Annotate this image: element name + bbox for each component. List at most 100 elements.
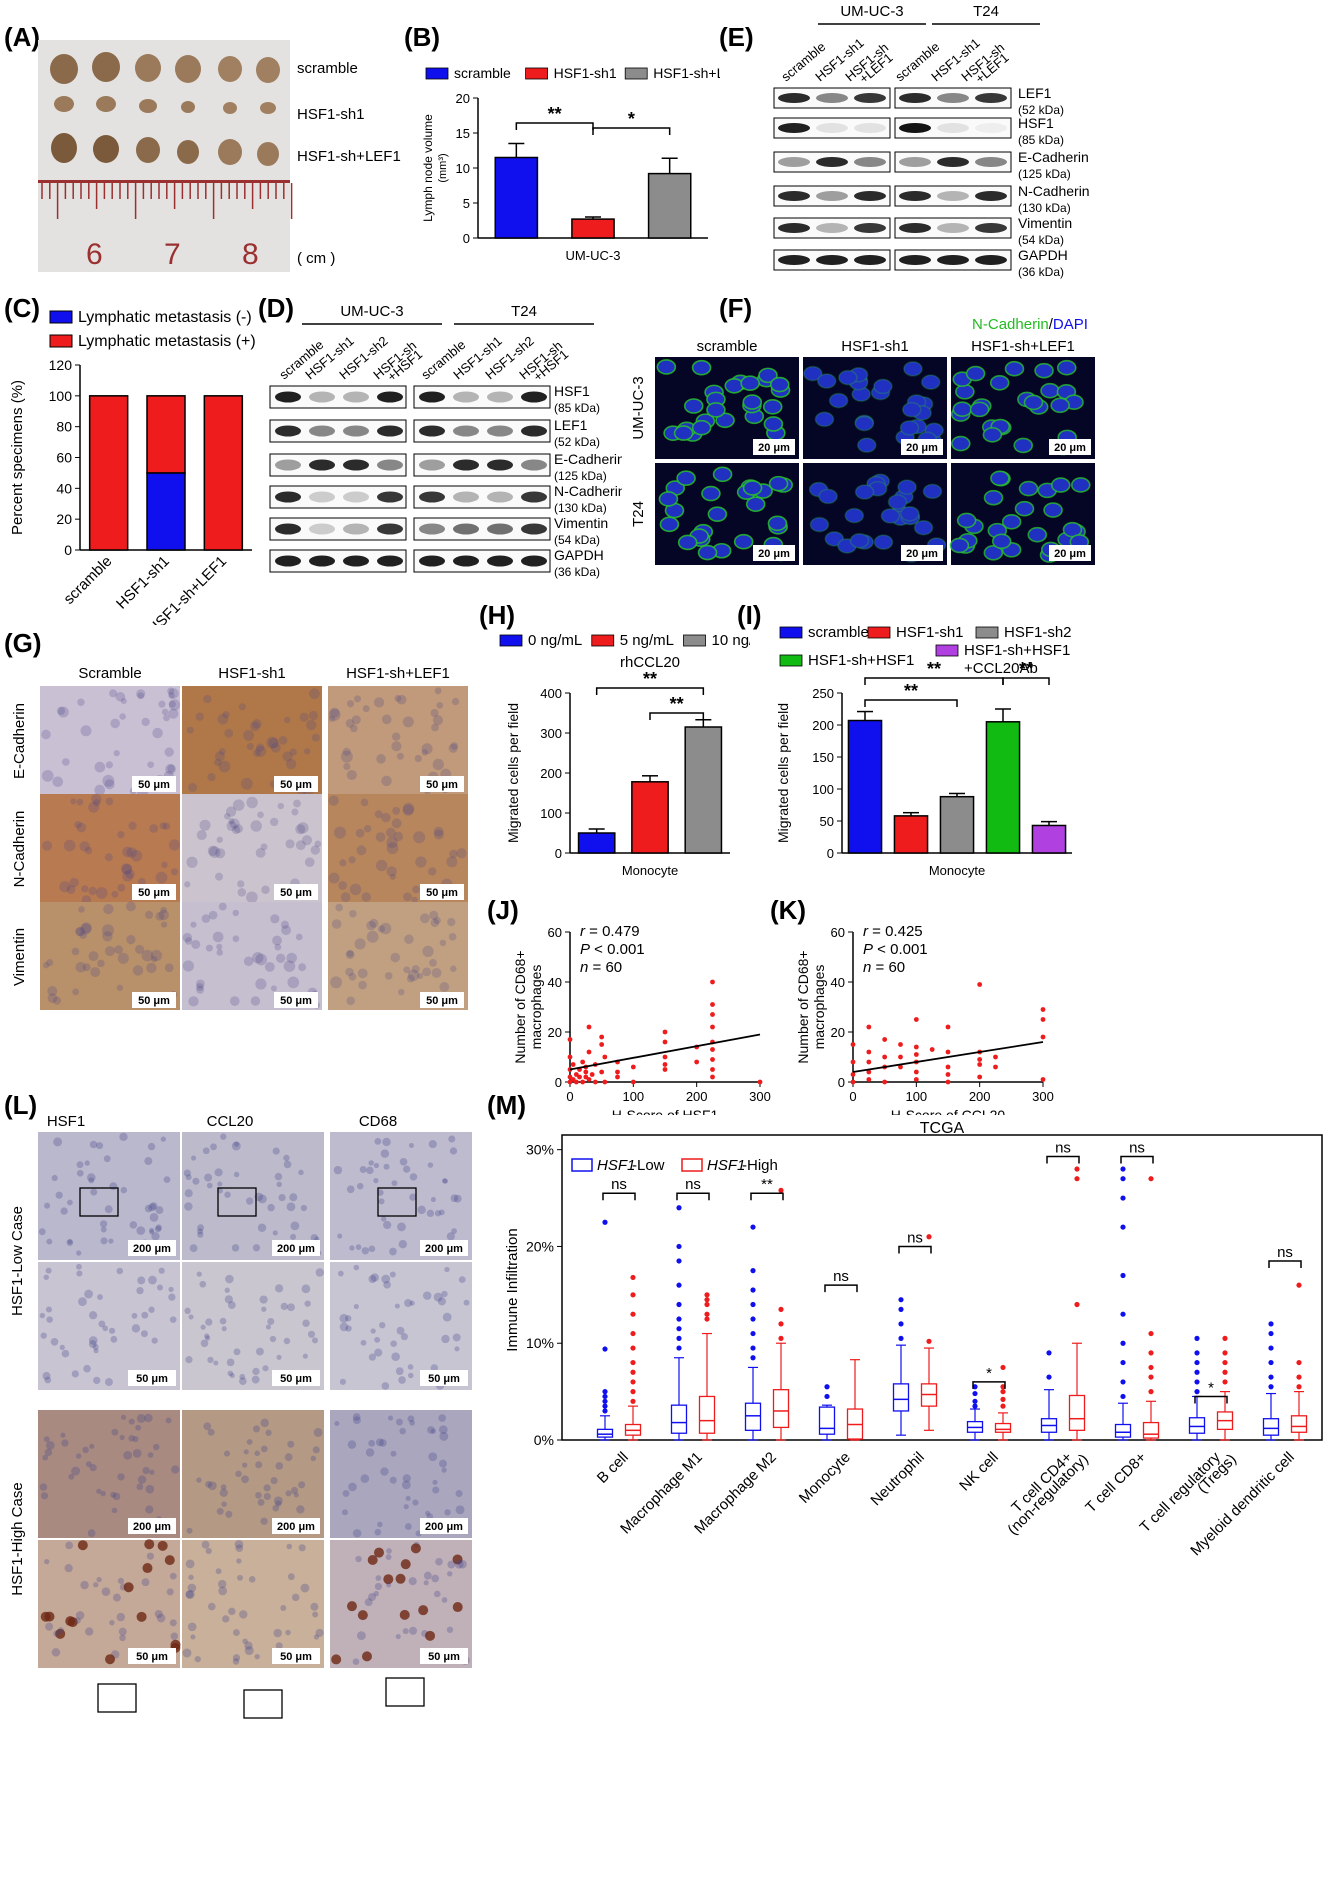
- ihc-image: [182, 1132, 324, 1260]
- x-tick-label: HSF1-sh1: [113, 553, 173, 613]
- bar-1: [847, 719, 883, 854]
- blot-band: [453, 555, 479, 567]
- cell-nucleus: [658, 491, 679, 507]
- ihc-cell: [287, 1573, 295, 1581]
- ihc-cell: [441, 1334, 450, 1344]
- ihc-cell: [232, 1629, 240, 1637]
- band-mw: (85 kDa): [554, 401, 600, 415]
- outlier-point: [1296, 1374, 1302, 1380]
- ihc-cell: [246, 742, 254, 751]
- ihc-cell: [381, 775, 392, 787]
- cell-nucleus: [901, 401, 922, 418]
- scale-bar-label: 20 μm: [758, 548, 790, 560]
- scatter-point: [589, 1072, 595, 1077]
- y-tick-label: 100: [49, 388, 73, 404]
- ihc-cell: [112, 1593, 121, 1602]
- ihc-cell: [210, 1143, 217, 1151]
- significance-label: **: [1019, 659, 1033, 679]
- scatter-point: [662, 1067, 668, 1072]
- ihc-cell: [246, 796, 258, 809]
- ihc-cell: [98, 1320, 106, 1328]
- ihc-cell: [188, 996, 199, 1007]
- panel-label-m: (M): [487, 1090, 526, 1120]
- scatter-point: [977, 982, 983, 987]
- ihc-cell: [145, 1505, 154, 1514]
- cell-nucleus: [1050, 477, 1071, 493]
- outlier-point: [676, 1258, 682, 1264]
- ihc-cell: [128, 821, 137, 830]
- outlier-point: [630, 1379, 636, 1385]
- ihc-cell: [425, 1510, 431, 1516]
- ihc-cell: [150, 949, 163, 962]
- ihc-cell: [78, 906, 85, 913]
- stat-text: P < 0.001: [580, 941, 645, 958]
- ihc-cell: [197, 1224, 205, 1232]
- ihc-cell: [345, 719, 355, 728]
- ihc-cell: [444, 1509, 451, 1516]
- ruler-number-8: 8: [242, 238, 259, 271]
- scale-bar-bg: [132, 992, 176, 1008]
- ihc-cell: [72, 988, 80, 996]
- ihc-cell: [82, 1446, 89, 1454]
- ihc-cell: [229, 818, 240, 829]
- ihc-cell: [141, 1578, 150, 1587]
- ihc-cell: [280, 920, 289, 929]
- column-label: HSF1-sh1: [218, 665, 286, 682]
- ihc-cell: [275, 953, 286, 964]
- cell-nucleus: [673, 425, 694, 441]
- ihc-cell: [67, 1199, 73, 1206]
- ihc-cell: [65, 1541, 73, 1550]
- blot-band: [778, 223, 810, 233]
- band-mw: (125 kDa): [1018, 167, 1071, 181]
- ihc-cell: [221, 1501, 227, 1507]
- ihc-cell: [376, 754, 386, 764]
- ihc-cell: [81, 885, 89, 893]
- scatter-point: [710, 1067, 715, 1072]
- cell-nucleus: [1043, 502, 1063, 518]
- ihc-cell: [154, 1609, 163, 1619]
- blot-box: [269, 485, 407, 509]
- scale-bar-label: 20 μm: [1054, 442, 1086, 454]
- scale-bar-bg: [128, 1648, 176, 1664]
- group-header: T24: [511, 303, 537, 320]
- ihc-cell: [374, 1528, 382, 1536]
- ihc-cell: [286, 952, 297, 964]
- ihc-cell: [252, 1425, 261, 1433]
- ihc-cell: [71, 1466, 81, 1476]
- significance-bracket: [1046, 1155, 1080, 1164]
- blot-box: [773, 217, 891, 239]
- ihc-cell: [450, 1194, 459, 1203]
- ihc-cell: [328, 795, 339, 806]
- ihc-cell: [255, 953, 268, 966]
- ihc-cell: [404, 1298, 413, 1308]
- ihc-cell: [88, 1311, 98, 1320]
- ihc-cell: [105, 797, 114, 806]
- ihc-cell: [169, 1572, 177, 1580]
- ihc-cell: [278, 1193, 286, 1202]
- blot-band: [816, 123, 848, 133]
- legend-swatch: [683, 634, 706, 647]
- cell-nucleus: [991, 533, 1012, 550]
- ihc-cell: [389, 873, 396, 880]
- ihc-cell: [160, 1136, 166, 1142]
- blot-band: [487, 391, 513, 403]
- scatter-point: [573, 1079, 579, 1085]
- blot-box: [413, 385, 551, 409]
- significance-label: ns: [685, 1176, 701, 1193]
- cell-nucleus: [1001, 513, 1022, 530]
- ihc-cell: [44, 1376, 52, 1384]
- significance-label: ns: [1277, 1244, 1293, 1261]
- ihc-cell: [192, 1177, 200, 1185]
- blot-band: [816, 191, 848, 201]
- cell-nucleus: [701, 485, 721, 502]
- ihc-cell: [386, 836, 398, 849]
- ihc-cell: [187, 1583, 197, 1593]
- ihc-cell: [208, 910, 218, 920]
- cell-nucleus: [854, 484, 875, 500]
- ihc-cell: [345, 1325, 352, 1332]
- y-tick-label: 100: [540, 806, 562, 821]
- scatter-point: [866, 1059, 872, 1065]
- ihc-cell: [428, 867, 437, 876]
- x-tick-label: 0: [849, 1089, 856, 1104]
- regression-line: [569, 1033, 761, 1071]
